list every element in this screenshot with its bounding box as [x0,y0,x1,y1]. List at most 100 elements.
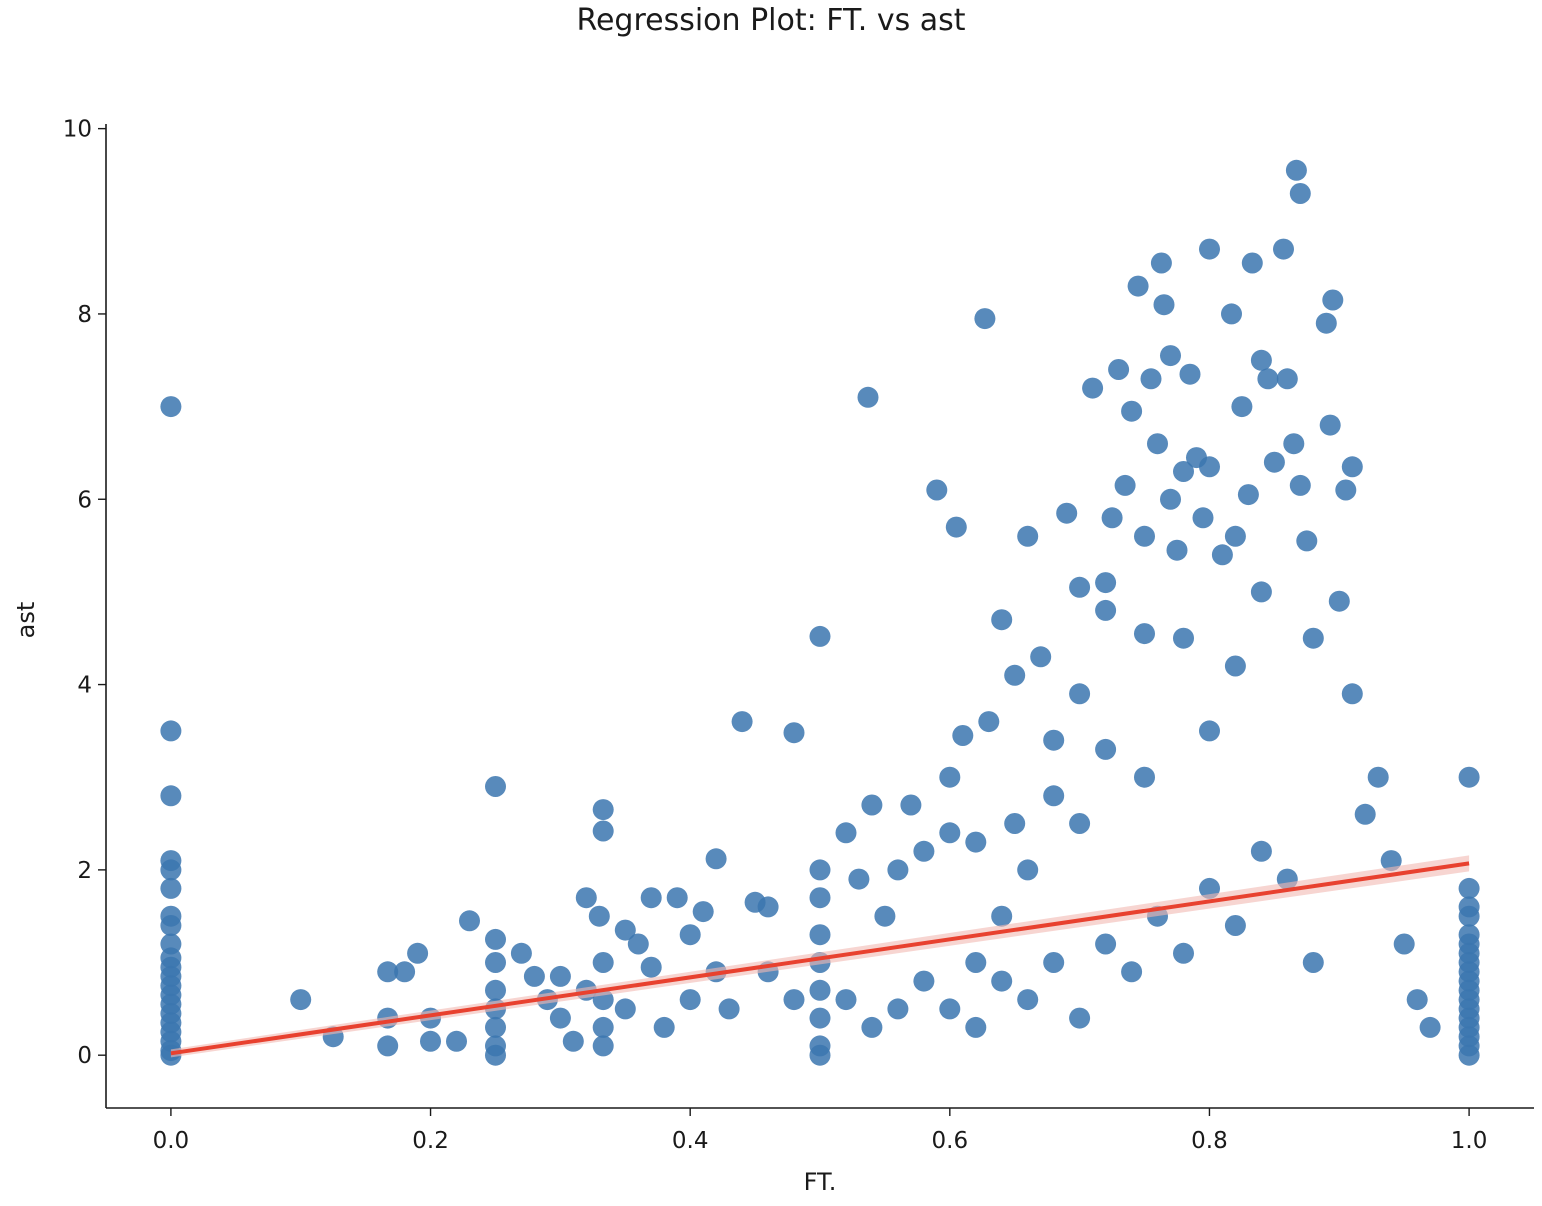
data-point [485,952,506,973]
data-point [523,965,545,987]
data-point [1095,933,1117,955]
data-point [1263,451,1285,473]
data-point [485,1016,506,1038]
data-point [679,924,701,946]
data-point [809,979,831,1001]
data-point [160,877,182,899]
data-point [592,1016,614,1038]
data-point [835,822,857,844]
data-point [614,919,636,941]
data-point [965,831,987,853]
data-point [1250,840,1272,862]
data-point [757,896,779,918]
data-point [1004,664,1026,686]
data-point [510,942,532,964]
data-point [679,989,701,1011]
data-point [1221,303,1242,325]
data-point [887,859,909,881]
x-tick-label: 0.8 [1191,1128,1228,1154]
data-point [1341,683,1363,705]
data-point [1335,479,1357,501]
data-point [1095,599,1117,621]
data-point [1101,507,1123,529]
data-point [459,910,480,932]
data-point [991,609,1013,631]
data-point [1224,655,1246,677]
data-point [1296,530,1318,552]
data-point [939,998,961,1020]
data-point [1166,539,1188,561]
data-point [1192,507,1214,529]
regression-line [170,861,1470,1056]
data-point [1017,525,1039,547]
data-point [1328,590,1350,612]
data-point [549,965,571,987]
data-point [809,887,831,909]
data-point [1322,289,1344,311]
data-point [1017,859,1039,881]
x-tick-label: 0.6 [932,1128,969,1154]
data-point [562,1030,584,1052]
data-point [1458,766,1480,788]
data-point [1458,877,1480,899]
data-point [952,725,974,746]
data-point [1241,252,1263,274]
data-point [1150,252,1172,274]
data-point [1285,159,1307,181]
data-point [809,625,831,647]
data-point [1319,414,1341,436]
data-point [485,1044,506,1066]
data-point [575,887,597,909]
data-point [974,308,996,330]
data-point [377,961,399,983]
data-point [1108,359,1130,380]
data-point [1134,623,1155,645]
data-point [965,952,987,973]
data-point [1231,396,1253,418]
regression-line-group [170,855,1470,1058]
data-point [1367,766,1389,788]
data-point [1302,952,1324,973]
data-point [874,905,896,927]
data-point [1153,294,1175,316]
data-point [1250,581,1272,603]
data-point [1127,275,1149,297]
data-point [1017,989,1039,1011]
data-point [1289,183,1311,204]
data-point [1095,738,1117,760]
data-point [809,859,831,881]
data-point [592,820,614,842]
data-point [592,799,614,821]
data-point [913,970,935,992]
data-point [420,1030,441,1052]
data-point [809,1044,831,1066]
data-point [1147,433,1168,455]
data-point [1069,576,1091,598]
data-point [809,924,831,946]
data-point [1173,942,1194,964]
data-point [1393,933,1415,955]
data-point [394,961,416,983]
data-point [592,1035,614,1057]
data-point [1121,400,1143,422]
data-point [1224,525,1246,547]
x-tick-label: 1.0 [1451,1128,1488,1154]
y-tick-label: 4 [77,673,92,699]
x-axis-label: FT. [804,1168,837,1196]
data-point [900,794,922,816]
data-point [861,794,883,816]
data-point [485,776,506,797]
data-point [377,1035,399,1057]
data-point [783,722,805,744]
data-point [1199,456,1220,478]
chart-title: Regression Plot: FT. vs ast [576,3,965,38]
data-point [160,915,182,936]
data-point [290,989,312,1011]
y-tick-label: 10 [63,117,92,143]
data-point [1341,456,1363,478]
data-point [978,711,1000,733]
data-point [1257,368,1279,390]
data-point [485,979,506,1001]
data-point [1250,349,1272,371]
